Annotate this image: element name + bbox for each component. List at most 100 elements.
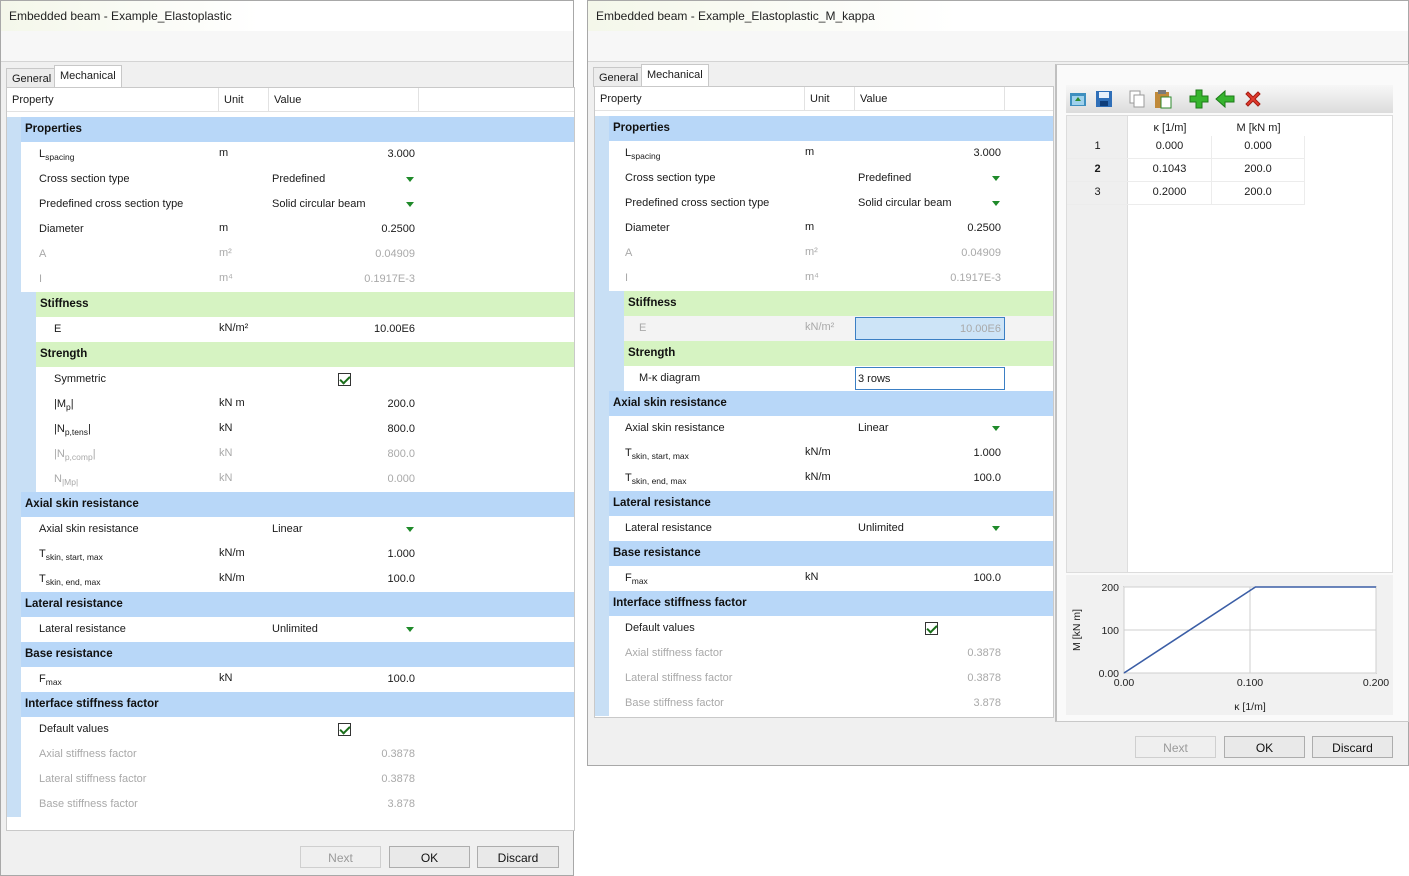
section-interface-stiffness-factor: Interface stiffness factor: [609, 591, 1053, 616]
table-row[interactable]: 3 0.2000 200.0: [1067, 182, 1305, 205]
chevron-down-icon: [406, 202, 414, 207]
tab-mechanical[interactable]: Mechanical: [54, 65, 122, 87]
unit-np-tens: kN: [219, 422, 233, 434]
discard-button[interactable]: Discard: [477, 846, 559, 868]
value-inertia: 0.1917E-3: [950, 272, 1001, 284]
value-tskin-end[interactable]: 100.0: [269, 567, 419, 592]
axial-skin-resistance-dropdown[interactable]: Linear: [855, 416, 1005, 441]
default-values-checkbox[interactable]: [925, 622, 938, 635]
window-title: Embedded beam - Example_Elastoplastic: [1, 1, 573, 31]
property-label-axial-skin-resistance: Axial skin resistance: [39, 523, 139, 535]
column-header-property[interactable]: Property: [595, 87, 805, 111]
property-label-base-stiffness-factor: Base stiffness factor: [39, 798, 138, 810]
column-header-unit[interactable]: Unit: [805, 87, 855, 111]
m-kappa-diagram-field[interactable]: 3 rows: [855, 367, 1005, 390]
value-lspacing[interactable]: 3.000: [269, 142, 419, 167]
property-label-lateral-stiffness-factor: Lateral stiffness factor: [625, 672, 733, 684]
value-axial-stiffness-factor: 0.3878: [381, 748, 415, 760]
table-row[interactable]: 1 0.000 0.000: [1067, 136, 1305, 159]
chevron-down-icon: [406, 527, 414, 532]
tab-general[interactable]: General: [593, 67, 645, 87]
column-header-value[interactable]: Value: [855, 87, 1005, 111]
value-tskin-start[interactable]: 1.000: [269, 542, 419, 567]
insert-row-icon[interactable]: [1214, 88, 1236, 110]
property-label-axial-skin-resistance: Axial skin resistance: [625, 422, 725, 434]
next-button[interactable]: Next: [1135, 736, 1216, 758]
column-header-property[interactable]: Property: [7, 88, 219, 112]
section-strength: Strength: [624, 341, 1053, 366]
value-np-tens[interactable]: 800.0: [269, 417, 419, 442]
value-mp[interactable]: 200.0: [269, 392, 419, 417]
section-stiffness: Stiffness: [36, 292, 574, 317]
property-label-axial-stiffness-factor: Axial stiffness factor: [625, 647, 723, 659]
unit-fmax: kN: [219, 672, 233, 684]
delete-row-icon[interactable]: [1242, 88, 1264, 110]
cell-moment[interactable]: 200.0: [1212, 159, 1305, 181]
property-label-tskin-start: Tskin, start, max: [625, 447, 689, 461]
chevron-down-icon: [406, 177, 414, 182]
open-icon[interactable]: [1067, 88, 1089, 110]
property-label-e: E: [54, 323, 62, 335]
tab-general[interactable]: General: [6, 68, 58, 88]
cross-section-type-dropdown[interactable]: Predefined: [855, 166, 1005, 191]
property-label-diameter: Diameter: [625, 222, 670, 234]
column-header-unit[interactable]: Unit: [219, 88, 269, 112]
unit-tskin-start: kN/m: [219, 547, 245, 559]
lateral-resistance-dropdown[interactable]: Unlimited: [269, 617, 419, 642]
axial-skin-resistance-dropdown[interactable]: Linear: [269, 517, 419, 542]
ok-button[interactable]: OK: [1224, 736, 1305, 758]
unit-mp: kN m: [219, 397, 245, 409]
chevron-down-icon: [992, 176, 1000, 181]
value-diameter[interactable]: 0.2500: [269, 217, 419, 242]
value-tskin-end[interactable]: 100.0: [855, 466, 1005, 491]
predefined-cross-section-dropdown[interactable]: Solid circular beam: [269, 192, 419, 217]
cell-moment[interactable]: 200.0: [1212, 182, 1305, 204]
value-fmax[interactable]: 100.0: [269, 667, 419, 692]
cell-kappa[interactable]: 0.1043: [1128, 159, 1212, 181]
value-n-mp: 0.000: [387, 473, 415, 485]
cell-moment[interactable]: 0.000: [1212, 136, 1305, 158]
paste-icon[interactable]: [1152, 88, 1174, 110]
cell-kappa[interactable]: 0.2000: [1128, 182, 1212, 204]
property-label-inertia: I: [39, 273, 43, 285]
value-e[interactable]: 10.00E6: [269, 317, 419, 342]
predefined-cross-section-dropdown[interactable]: Solid circular beam: [855, 191, 1005, 216]
cross-section-type-dropdown[interactable]: Predefined: [269, 167, 419, 192]
value-area: 0.04909: [961, 247, 1001, 259]
copy-icon[interactable]: [1126, 88, 1148, 110]
section-interface-stiffness-factor: Interface stiffness factor: [21, 692, 574, 717]
grid-header: Property Unit Value: [595, 87, 1053, 111]
property-label-n-mp: N|Mp|: [54, 473, 79, 487]
row-index: 2: [1094, 163, 1101, 175]
cell-kappa[interactable]: 0.000: [1128, 136, 1212, 158]
next-button[interactable]: Next: [300, 846, 381, 868]
value-lspacing[interactable]: 3.000: [855, 141, 1005, 166]
table-row[interactable]: 2 0.1043 200.0: [1067, 159, 1305, 182]
symmetric-checkbox[interactable]: [338, 373, 351, 386]
property-label-area: A: [625, 247, 633, 259]
table-header-moment[interactable]: M [kN m]: [1236, 122, 1281, 134]
section-axial-skin-resistance: Axial skin resistance: [21, 492, 574, 517]
ok-button[interactable]: OK: [389, 846, 470, 868]
value-tskin-start[interactable]: 1.000: [855, 441, 1005, 466]
tab-mechanical[interactable]: Mechanical: [641, 64, 709, 86]
dialog-window-elastoplastic: Embedded beam - Example_Elastoplastic Ge…: [0, 0, 575, 876]
toolstrip: [1, 31, 573, 62]
property-grid: Property Unit Value Properties Lspacing …: [6, 87, 575, 831]
value-fmax[interactable]: 100.0: [855, 566, 1005, 591]
y-tick-label: 200: [1101, 582, 1119, 594]
value-diameter[interactable]: 0.2500: [855, 216, 1005, 241]
property-label-symmetric: Symmetric: [54, 373, 106, 385]
discard-button[interactable]: Discard: [1312, 736, 1393, 758]
property-label-lspacing: Lspacing: [39, 148, 75, 162]
add-row-icon[interactable]: [1188, 88, 1210, 110]
default-values-checkbox[interactable]: [338, 723, 351, 736]
property-label-diameter: Diameter: [39, 223, 84, 235]
column-header-value[interactable]: Value: [269, 88, 419, 112]
save-icon[interactable]: [1093, 88, 1115, 110]
table-header-kappa[interactable]: κ [1/m]: [1153, 122, 1187, 134]
lateral-resistance-dropdown[interactable]: Unlimited: [855, 516, 1005, 541]
x-tick-label: 0.100: [1237, 677, 1263, 689]
unit-lspacing: m: [219, 147, 229, 159]
property-label-cross-section-type: Cross section type: [625, 172, 716, 184]
